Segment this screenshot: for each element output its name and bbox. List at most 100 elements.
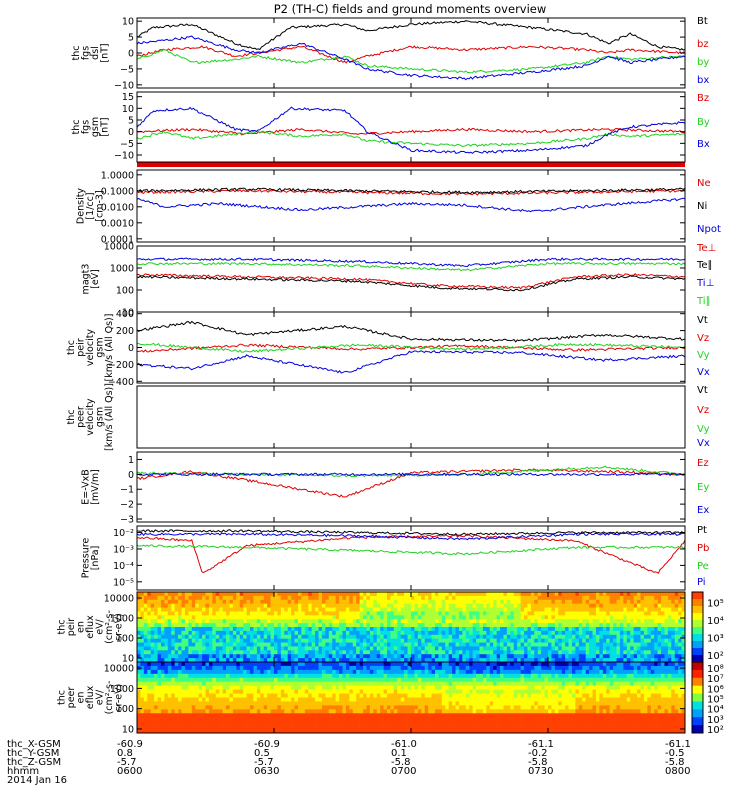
spec-cell xyxy=(506,615,511,620)
spec-cell xyxy=(284,611,288,616)
spec-cell xyxy=(239,697,244,702)
spec-cell xyxy=(157,630,162,636)
spec-cell xyxy=(369,607,374,612)
spec-cell xyxy=(626,662,631,667)
spec-cell xyxy=(530,630,535,636)
spec-cell xyxy=(167,705,172,710)
spec-cell xyxy=(619,697,624,702)
spec-cell xyxy=(455,603,460,608)
spec-cell xyxy=(359,673,364,679)
spec-cell xyxy=(630,693,634,698)
spec-cell xyxy=(291,615,295,620)
spec-cell xyxy=(517,611,521,616)
spec-cell xyxy=(524,673,528,679)
spec-cell xyxy=(548,669,552,675)
spec-cell xyxy=(226,630,230,636)
spec-cell xyxy=(373,677,378,683)
spec-cell xyxy=(448,638,453,643)
spec-cell xyxy=(236,592,241,597)
spec-cell xyxy=(595,630,600,636)
spec-cell xyxy=(565,689,569,694)
spec-cell xyxy=(486,599,491,604)
spec-cell xyxy=(150,669,155,675)
spec-cell xyxy=(681,650,686,655)
spec-cell xyxy=(301,615,306,620)
spec-cell xyxy=(640,623,645,628)
spec-cell xyxy=(520,646,525,651)
spec-cell xyxy=(595,611,600,616)
spec-cell xyxy=(250,599,254,604)
spec-cell xyxy=(664,599,669,604)
spec-cell xyxy=(513,662,518,667)
spec-cell xyxy=(397,669,402,675)
spec-cell xyxy=(637,630,641,636)
spec-cell xyxy=(616,592,621,597)
spec-cell xyxy=(352,595,357,601)
spec-cell xyxy=(661,592,665,597)
spec-cell xyxy=(500,638,504,643)
spec-cell xyxy=(356,685,360,690)
spec-cell xyxy=(205,685,210,690)
ytick-label: 10 xyxy=(122,654,134,665)
series-line-Ex xyxy=(136,472,686,477)
spec-cell xyxy=(270,697,275,702)
spec-cell xyxy=(198,615,203,620)
spec-cell xyxy=(428,599,432,604)
spec-cell xyxy=(452,638,456,643)
spec-cell xyxy=(541,615,545,620)
spec-cell xyxy=(400,638,405,643)
spec-cell xyxy=(188,592,193,597)
spec-cell xyxy=(667,615,672,620)
spec-cell xyxy=(434,669,439,675)
spec-cell xyxy=(328,669,333,675)
spec-cell xyxy=(339,658,343,663)
spec-cell xyxy=(181,658,186,663)
spec-cell xyxy=(157,689,162,694)
spec-cell xyxy=(421,681,425,686)
spec-cell xyxy=(181,599,186,604)
spec-cell xyxy=(280,662,285,667)
spec-cell xyxy=(407,658,412,663)
spec-cell xyxy=(424,646,429,651)
spec-cell xyxy=(387,615,391,620)
spec-cell xyxy=(554,697,559,702)
spec-cell xyxy=(267,592,271,597)
spec-cell xyxy=(143,701,148,706)
spec-cell xyxy=(297,630,302,636)
spec-cell xyxy=(640,607,645,612)
spec-cell xyxy=(417,607,422,612)
spec-cell xyxy=(253,611,258,616)
spec-cell xyxy=(678,673,682,679)
spec-cell xyxy=(325,697,330,702)
spec-cell xyxy=(592,689,597,694)
spec-cell xyxy=(208,673,213,679)
spec-cell xyxy=(455,638,460,643)
spec-cell xyxy=(462,693,467,698)
spec-cell xyxy=(178,642,182,647)
spec-cell xyxy=(383,665,388,671)
spec-cell xyxy=(164,623,169,628)
spec-cell xyxy=(212,615,217,620)
spec-cell xyxy=(328,611,333,616)
spec-cell xyxy=(325,619,330,624)
spec-cell xyxy=(428,603,432,608)
spec-cell xyxy=(195,681,199,686)
spec-cell xyxy=(599,592,604,597)
spec-cell xyxy=(356,669,360,675)
spec-cell xyxy=(465,665,470,671)
spec-cell xyxy=(599,685,604,690)
spec-cell xyxy=(376,673,381,679)
spec-cell xyxy=(198,673,203,679)
spec-cell xyxy=(630,658,634,663)
spec-cell xyxy=(383,627,388,632)
spec-cell xyxy=(500,592,504,597)
spec-cell xyxy=(232,615,237,620)
spec-cell xyxy=(318,654,323,659)
spec-cell xyxy=(297,681,302,686)
spec-cell xyxy=(215,693,220,698)
ylabel-line: [nT] xyxy=(99,43,110,62)
spec-cell xyxy=(243,685,247,690)
spec-cell xyxy=(184,650,189,655)
spec-cell xyxy=(198,662,203,667)
spec-cell xyxy=(476,623,480,628)
